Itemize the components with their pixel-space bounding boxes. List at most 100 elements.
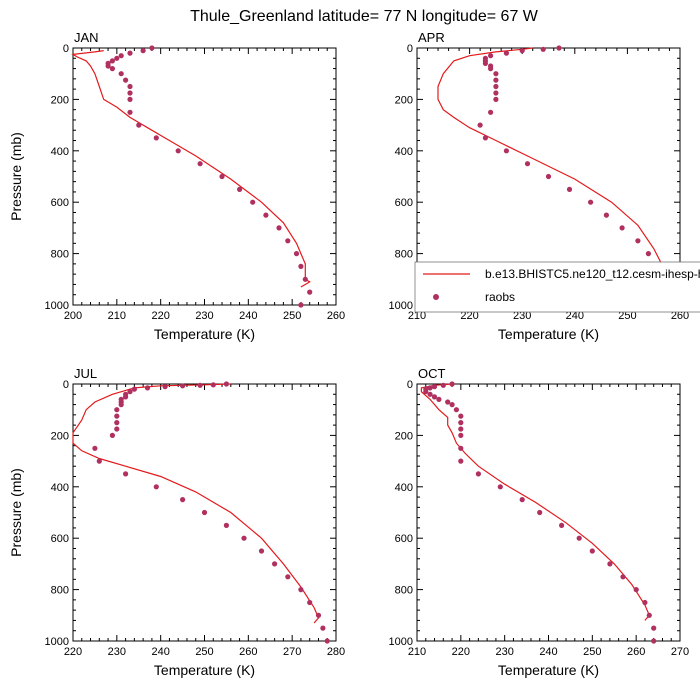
raobs-point-jan (197, 161, 203, 167)
y-tick-label: 200 (395, 430, 413, 442)
raobs-point-apr (493, 96, 499, 102)
raobs-point-jul (180, 497, 186, 503)
raobs-point-oct (458, 426, 464, 432)
x-tick-label: 210 (408, 310, 426, 322)
raobs-point-jan (114, 55, 120, 61)
y-tick-label: 0 (407, 43, 413, 55)
raobs-point-jul (162, 384, 168, 390)
raobs-point-apr (493, 77, 499, 83)
y-tick-label: 400 (395, 482, 413, 494)
raobs-point-apr (493, 83, 499, 90)
raobs-point-oct (427, 391, 433, 397)
raobs-point-jul (131, 386, 137, 392)
x-tick-label: 270 (283, 646, 301, 658)
raobs-point-jan (109, 66, 115, 72)
y-tick-label: 600 (51, 197, 69, 209)
raobs-point-jan (276, 225, 282, 231)
raobs-point-apr (488, 109, 494, 115)
raobs-point-jan (285, 238, 291, 244)
raobs-point-apr (503, 148, 509, 154)
raobs-point-jan (140, 48, 146, 54)
raobs-point-apr (503, 50, 509, 56)
raobs-point-jul (324, 638, 330, 644)
y-tick-label: 400 (51, 146, 69, 158)
x-axis-label: Temperature (K) (154, 662, 255, 678)
raobs-point-jan (302, 276, 308, 282)
raobs-point-apr (488, 66, 494, 72)
raobs-point-jul (114, 413, 120, 419)
raobs-point-jan (175, 148, 181, 154)
raobs-point-oct (576, 535, 582, 541)
raobs-point-jan (127, 50, 133, 56)
raobs-point-jan (293, 251, 300, 257)
raobs-point-jul (123, 471, 129, 477)
raobs-point-oct (620, 574, 626, 580)
raobs-point-jul (210, 382, 216, 388)
model-line-jul (72, 383, 320, 624)
x-tick-label: 260 (671, 310, 689, 322)
x-tick-label: 240 (151, 646, 169, 658)
raobs-point-oct (646, 612, 652, 618)
legend: b.e13.BHISTC5.ne120_t12.cesm-ihesp-hi ra… (414, 261, 700, 313)
raobs-point-jul (285, 574, 291, 580)
panel-jul: JUL 220 230 240 250 260 270 280 0 200 400 600 800 100… (8, 366, 345, 678)
legend-model-label: b.e13.BHISTC5.ne120_t12.cesm-ihesp-hi (485, 267, 700, 281)
plot-frame-oct (416, 383, 681, 642)
y-tick-label: 200 (395, 94, 413, 106)
raobs-point-jan (219, 173, 225, 180)
panel-oct: OCT 210 220 230 240 250 260 270 0 200 400 600 800 100… (389, 366, 690, 678)
raobs-point-jan (237, 186, 243, 192)
raobs-point-jan (109, 58, 115, 64)
raobs-point-oct (651, 638, 657, 644)
raobs-point-oct (458, 458, 464, 464)
raobs-point-apr (540, 46, 546, 52)
raobs-point-oct (642, 599, 648, 606)
raobs-point-apr (482, 60, 488, 66)
x-tick-label: 220 (460, 310, 478, 322)
raobs-point-jul (153, 484, 159, 490)
raobs-point-jul (144, 385, 151, 391)
raobs-point-oct (651, 625, 657, 631)
raobs-point-jul (92, 445, 98, 451)
panel-label-oct: OCT (418, 366, 446, 381)
panel-label-jan: JAN (74, 30, 99, 45)
raobs-point-jan (298, 263, 304, 269)
raobs-point-apr (524, 161, 531, 167)
y-tick-label: 800 (51, 585, 69, 597)
x-tick-label: 270 (671, 646, 689, 658)
legend-box (414, 261, 700, 313)
x-tick-label: 250 (618, 310, 636, 322)
y-tick-label: 0 (63, 379, 69, 391)
raobs-point-jan (105, 63, 111, 69)
raobs-point-apr (493, 90, 499, 96)
model-line-apr (437, 47, 671, 288)
raobs-point-oct (431, 384, 438, 390)
x-tick-label: 260 (627, 646, 645, 658)
raobs-point-oct (427, 385, 433, 391)
raobs-point-jul (307, 599, 313, 606)
raobs-point-jan (123, 77, 129, 83)
raobs-point-oct (423, 389, 429, 395)
y-axis-label: Pressure (mb) (8, 468, 24, 557)
raobs-point-jul (96, 458, 102, 464)
y-tick-label: 800 (395, 585, 413, 597)
raobs-point-jan (307, 289, 313, 295)
raobs-point-jan (149, 45, 155, 51)
y-tick-label: 600 (395, 197, 413, 209)
raobs-point-oct (458, 413, 464, 419)
raobs-point-oct (519, 497, 525, 503)
x-axis-label: Temperature (K) (154, 326, 255, 342)
y-tick-label: 1000 (45, 636, 69, 648)
raobs-point-apr (556, 45, 562, 51)
y-tick-label: 400 (51, 482, 69, 494)
raobs-point-apr (477, 122, 483, 128)
y-tick-label: 400 (395, 146, 413, 158)
y-axis-label: Pressure (mb) (8, 132, 24, 221)
y-tick-label: 600 (395, 533, 413, 545)
plot-frame-jan (72, 47, 337, 306)
raobs-point-apr (635, 238, 641, 244)
raobs-point-jul (298, 587, 304, 593)
raobs-point-apr (588, 199, 594, 205)
y-tick-label: 1000 (389, 636, 413, 648)
